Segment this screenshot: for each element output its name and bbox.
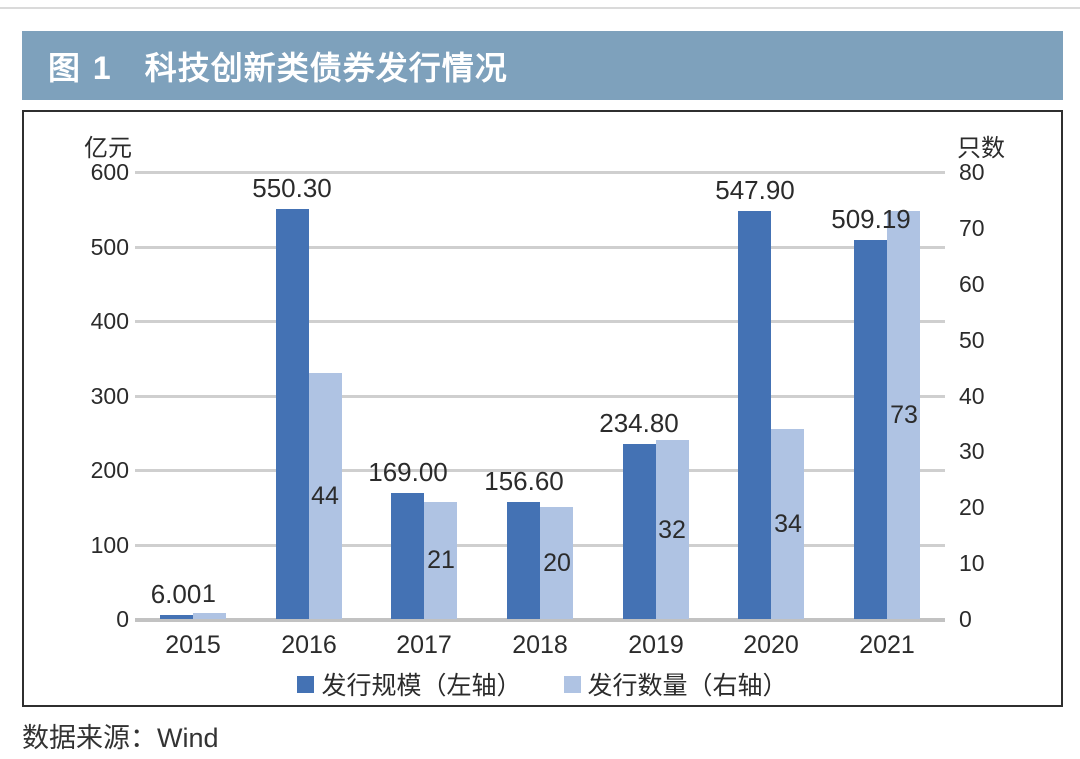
value-label-secondary: 73	[890, 401, 918, 429]
category-label: 2016	[281, 631, 337, 659]
legend-swatch	[297, 675, 315, 693]
value-label-primary: 550.30	[252, 173, 332, 203]
legend-item-0: 发行规模（左轴）	[297, 666, 522, 702]
category-label: 2015	[165, 631, 221, 659]
right-axis-title: 只数	[957, 135, 1005, 162]
left-axis-tick: 0	[116, 606, 129, 632]
value-label-primary: 234.80	[599, 408, 679, 438]
category-label: 2018	[512, 631, 568, 659]
bar-secondary	[193, 613, 226, 619]
value-label-secondary: 20	[543, 549, 571, 577]
legend-label: 发行数量（右轴）	[587, 672, 788, 700]
value-label-secondary: 34	[774, 510, 802, 538]
bar-secondary	[424, 502, 457, 619]
left-axis-tick: 600	[90, 159, 129, 185]
x-axis-baseline	[135, 618, 945, 622]
category-label: 2017	[396, 631, 452, 659]
category-label: 2021	[859, 631, 915, 659]
figure-title: 科技创新类债券发行情况	[144, 49, 508, 86]
legend-swatch	[563, 675, 581, 693]
value-label-secondary: 21	[427, 546, 455, 574]
legend-label: 发行规模（左轴）	[321, 672, 522, 700]
bar-primary	[276, 209, 309, 619]
bar-secondary	[540, 507, 573, 619]
right-axis-tick: 60	[959, 271, 985, 297]
value-label-primary: 547.90	[715, 175, 795, 205]
category-label: 2020	[743, 631, 799, 659]
bar-secondary	[309, 373, 342, 619]
bar-secondary	[656, 440, 689, 619]
left-axis-tick: 200	[90, 457, 129, 483]
right-axis-tick: 50	[959, 327, 985, 353]
legend: 发行规模（左轴） 发行数量（右轴）	[24, 668, 1061, 700]
gridline	[135, 469, 945, 472]
value-label-primary: 509.19	[831, 204, 911, 234]
value-label-secondary: 1	[202, 580, 216, 608]
right-axis-tick: 80	[959, 159, 985, 185]
value-label-secondary: 44	[311, 482, 339, 510]
right-axis-tick: 70	[959, 215, 985, 241]
bar-primary	[623, 444, 656, 619]
right-axis-tick: 0	[959, 606, 972, 632]
value-label-primary: 6.00	[150, 579, 202, 609]
left-axis-tick: 500	[90, 234, 129, 260]
right-axis-tick: 40	[959, 383, 985, 409]
gridline	[135, 171, 945, 174]
value-label-primary: 156.60	[484, 466, 564, 496]
gridline	[135, 395, 945, 398]
bar-primary	[507, 502, 540, 619]
bar-secondary	[887, 211, 920, 619]
left-axis-tick: 300	[90, 383, 129, 409]
right-axis-tick: 10	[959, 550, 985, 576]
value-label-secondary: 32	[658, 516, 686, 544]
bar-primary	[854, 240, 887, 619]
left-axis-title: 亿元	[84, 135, 132, 162]
gridline	[135, 246, 945, 249]
top-divider	[0, 7, 1080, 9]
left-axis-tick: 100	[90, 532, 129, 558]
figure-number: 图 1	[48, 49, 113, 86]
bar-primary	[391, 493, 424, 619]
bar-primary	[160, 615, 193, 619]
bar-secondary	[771, 429, 804, 619]
gridline	[135, 320, 945, 323]
left-axis-tick: 400	[90, 308, 129, 334]
legend-item-1: 发行数量（右轴）	[563, 666, 788, 702]
right-axis-tick: 30	[959, 438, 985, 464]
bar-primary	[738, 211, 771, 619]
category-label: 2019	[628, 631, 684, 659]
source-note: 数据来源：Wind	[22, 723, 219, 753]
figure-header: 图 1 科技创新类债券发行情况	[22, 31, 1063, 100]
right-axis-tick: 20	[959, 494, 985, 520]
chart-panel: 亿元 只数 发行规模（左轴） 发行数量（右轴） 600 500 400 300 200 10…	[22, 110, 1063, 707]
value-label-primary: 169.00	[368, 457, 448, 487]
